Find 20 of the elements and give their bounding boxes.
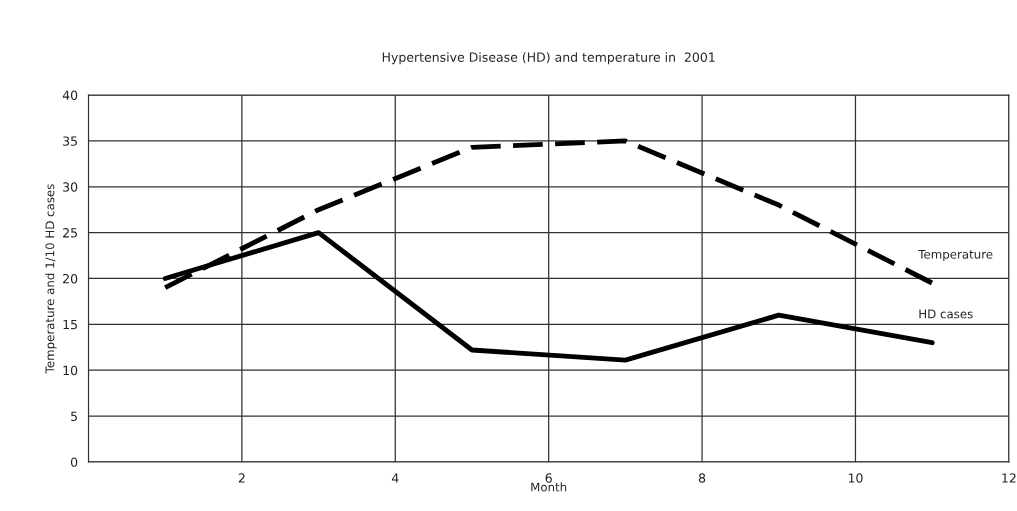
y-tick-label: 40 <box>62 90 78 100</box>
y-tick-label: 5 <box>71 411 77 422</box>
y-tick-label: 30 <box>63 182 78 192</box>
y-tick-label: 15 <box>63 319 77 330</box>
x-axis-title: Month <box>531 482 567 492</box>
x-tick-label: 8 <box>698 473 706 483</box>
x-tick-label: 2 <box>238 473 245 483</box>
x-tick-label: 6 <box>545 473 552 483</box>
series-label: Temperature <box>918 249 993 262</box>
x-tick-label: 12 <box>1002 473 1016 483</box>
y-tick-label: 10 <box>63 365 78 376</box>
x-tick-label: 4 <box>391 473 399 483</box>
y-tick-label: 25 <box>63 228 77 238</box>
y-tick-label: 35 <box>63 136 77 146</box>
chart-title: Hypertensive Disease (HD) and temperature in 2001 <box>382 52 715 65</box>
y-axis-title: Temperature and 1/10 HD cases <box>45 184 57 374</box>
y-tick-label: 20 <box>63 273 78 284</box>
y-tick-label: 0 <box>70 457 78 467</box>
series-label: HD cases <box>919 309 973 319</box>
x-tick-label: 10 <box>848 473 863 483</box>
